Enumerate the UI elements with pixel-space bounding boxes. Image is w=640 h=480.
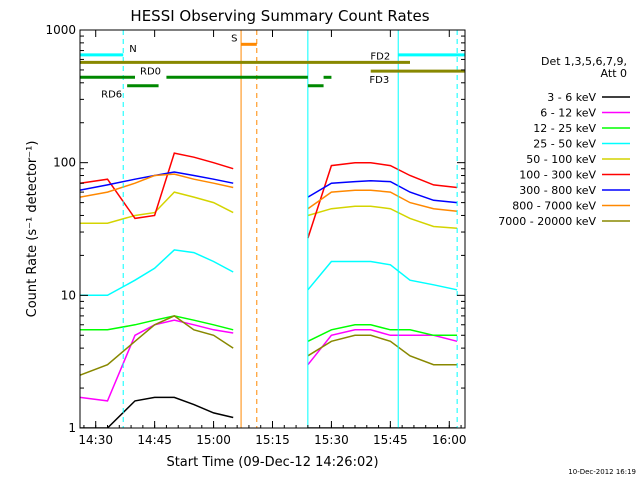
x-tick-label: 15:30 bbox=[314, 433, 349, 447]
x-tick-label: 16:00 bbox=[432, 433, 467, 447]
x-axis-label: Start Time (09-Dec-12 14:26:02) bbox=[166, 455, 378, 470]
legend-label: 12 - 25 keV bbox=[533, 122, 596, 135]
series-line-8 bbox=[80, 315, 458, 376]
legend-label: 6 - 12 keV bbox=[540, 107, 596, 120]
y-tick-label: 100 bbox=[53, 156, 76, 170]
annotation-layer: N S FD2 FD3 RD0 RD6 bbox=[79, 30, 465, 428]
legend-label: 800 - 7000 keV bbox=[512, 200, 596, 213]
x-tick-label: 15:45 bbox=[373, 433, 408, 447]
legend: Det 1,3,5,6,7,9,Att 0 3 - 6 keV 6 - 12 keV… bbox=[498, 55, 630, 228]
series-line-5 bbox=[80, 152, 458, 239]
x-tick-label: 15:00 bbox=[196, 433, 231, 447]
legend-label: 50 - 100 keV bbox=[526, 153, 596, 166]
series-line-6 bbox=[80, 171, 458, 204]
mode-label-n: N bbox=[129, 44, 136, 55]
legend-header: Det 1,3,5,6,7,9, bbox=[541, 55, 627, 68]
y-tick-label: 10 bbox=[61, 288, 76, 302]
plot-frame bbox=[79, 29, 466, 429]
series-line-4 bbox=[80, 191, 458, 230]
y-tick-label: 1 bbox=[68, 421, 76, 435]
mode-label-fd3: FD3 bbox=[369, 75, 389, 86]
x-tick-label: 14:30 bbox=[78, 433, 113, 447]
legend-label: 3 - 6 keV bbox=[547, 91, 596, 104]
y-tick-label: 1000 bbox=[45, 23, 76, 37]
mode-label-fd2: FD2 bbox=[370, 51, 390, 62]
y-axis-label: Count Rate (s⁻¹ detector⁻¹) bbox=[25, 141, 40, 318]
legend-header: Att 0 bbox=[601, 67, 627, 80]
legend-label: 7000 - 20000 keV bbox=[498, 215, 596, 228]
mode-label-rd6: RD6 bbox=[101, 90, 122, 101]
series-line-1 bbox=[80, 319, 458, 402]
series-line-3 bbox=[80, 249, 458, 297]
chart-title: HESSI Observing Summary Count Rates bbox=[130, 7, 429, 25]
timestamp: 10-Dec-2012 16:19 bbox=[568, 468, 636, 476]
series-line-7 bbox=[80, 173, 458, 213]
x-axis: 14:30 14:45 15:00 15:15 15:30 15:45 16:00 bbox=[78, 30, 467, 447]
legend-label: 100 - 300 keV bbox=[519, 169, 596, 182]
y-axis: 1 10 100 1000 bbox=[45, 23, 465, 435]
series-line-0 bbox=[80, 396, 458, 428]
x-tick-label: 14:45 bbox=[137, 433, 172, 447]
x-tick-label: 15:15 bbox=[255, 433, 290, 447]
legend-label: 300 - 800 keV bbox=[519, 184, 596, 197]
mode-label-s: S bbox=[231, 33, 237, 44]
series-line-2 bbox=[80, 315, 458, 342]
mode-label-rd0: RD0 bbox=[140, 66, 161, 77]
legend-label: 25 - 50 keV bbox=[533, 138, 596, 151]
series-layer bbox=[80, 152, 458, 428]
